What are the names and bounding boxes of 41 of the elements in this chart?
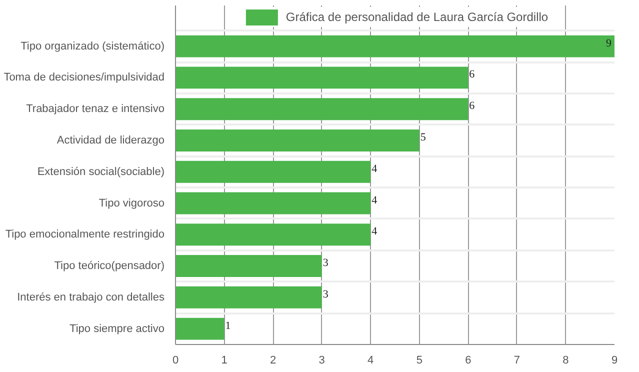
bar bbox=[176, 192, 371, 214]
x-tick-label: 3 bbox=[318, 354, 325, 366]
data-label: 5 bbox=[420, 131, 426, 144]
y-tick-label: Tipo teórico(pensador) bbox=[54, 260, 165, 272]
bar bbox=[176, 66, 468, 89]
bar bbox=[176, 286, 322, 308]
x-tick-label: 4 bbox=[368, 354, 374, 366]
bar bbox=[176, 98, 468, 120]
y-tick-label: Trabajador tenaz e intensivo bbox=[26, 103, 165, 116]
x-tick-label: 7 bbox=[514, 354, 520, 366]
data-label: 4 bbox=[372, 162, 378, 175]
legend-label: Gráfica de personalidad de Laura García Gordillo bbox=[286, 10, 548, 24]
x-tick-label: 9 bbox=[611, 354, 618, 366]
data-label: 1 bbox=[225, 320, 231, 332]
data-label: 4 bbox=[372, 226, 378, 238]
y-tick-label: Toma de decisiones/impulsividad bbox=[4, 72, 165, 84]
data-label: 4 bbox=[372, 194, 378, 206]
x-tick-label: 0 bbox=[172, 354, 179, 366]
data-label: 6 bbox=[469, 68, 476, 81]
bar bbox=[176, 224, 371, 246]
bar bbox=[176, 255, 322, 278]
data-label: 3 bbox=[322, 288, 329, 300]
bar bbox=[176, 318, 224, 340]
bar bbox=[176, 35, 614, 58]
bar bbox=[176, 160, 371, 183]
x-tick-label: 2 bbox=[270, 354, 276, 366]
y-tick-label: Actividad de liderazgo bbox=[56, 134, 165, 146]
x-tick-label: 6 bbox=[465, 354, 472, 366]
bar bbox=[176, 129, 420, 152]
data-label: 6 bbox=[469, 100, 476, 112]
y-tick-label: Tipo siempre activo bbox=[70, 322, 165, 335]
y-tick-label: Tipo vigoroso bbox=[98, 197, 164, 210]
x-tick-label: 1 bbox=[221, 354, 228, 366]
y-tick-label: Tipo organizado (sistemático) bbox=[20, 40, 165, 52]
data-label: 3 bbox=[322, 257, 329, 270]
x-tick-label: 5 bbox=[416, 354, 422, 366]
y-tick-label: Extensión social(sociable) bbox=[37, 166, 164, 178]
data-label: 9 bbox=[606, 37, 612, 50]
y-tick-label: Interés en trabajo con detalles bbox=[17, 291, 165, 304]
y-tick-label: Tipo emocionalmente restringido bbox=[5, 228, 165, 241]
x-tick-label: 8 bbox=[562, 354, 569, 366]
